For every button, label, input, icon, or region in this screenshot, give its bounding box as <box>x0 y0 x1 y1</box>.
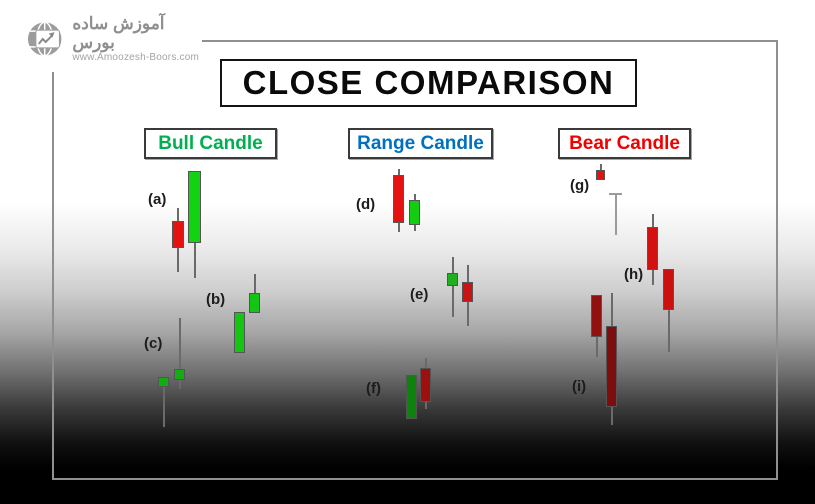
section-label-bull-text: Bull Candle <box>158 132 263 154</box>
candle-body-i-right <box>606 326 617 407</box>
candle-body-e-right <box>462 282 473 302</box>
candle-body-b-right <box>249 293 260 313</box>
content-frame <box>52 40 778 480</box>
candle-body-i-left <box>591 295 602 337</box>
section-label-range: Range Candle <box>348 128 493 159</box>
section-label-bull: Bull Candle <box>144 128 277 159</box>
candle-body-f-right <box>420 368 431 402</box>
logo: آموزش ساده بورس www.Amoozesh-Boors.com <box>0 0 202 72</box>
candle-body-g <box>596 170 605 180</box>
section-label-bear-text: Bear Candle <box>569 132 680 154</box>
doji-open-close-bar <box>609 193 622 195</box>
candle-body-h-left <box>647 227 658 270</box>
candle-wick-c-left <box>162 377 165 427</box>
title-box: CLOSE COMPARISON <box>220 59 637 107</box>
logo-brand-text: آموزش ساده بورس <box>72 13 165 52</box>
candle-body-a-left <box>172 221 184 248</box>
candle-body-c-left <box>158 377 169 387</box>
pair-label-a: (a) <box>148 191 167 208</box>
candle-wick-h-right <box>667 269 670 352</box>
candle-body-f-left <box>406 375 417 419</box>
section-label-range-text: Range Candle <box>357 132 484 154</box>
candle-body-e-left <box>447 273 458 286</box>
section-label-bear: Bear Candle <box>558 128 691 159</box>
pair-label-e: (e) <box>410 286 429 303</box>
pair-label-c: (c) <box>144 335 163 352</box>
candle-body-d-left <box>393 175 404 223</box>
candle-body-h-right <box>663 269 674 310</box>
logo-text: آموزش ساده بورس www.Amoozesh-Boors.com <box>72 13 202 64</box>
logo-url: www.Amoozesh-Boors.com <box>72 52 199 64</box>
pair-label-d: (d) <box>356 196 376 213</box>
pair-label-b: (b) <box>206 291 226 308</box>
candle-body-c-right <box>174 369 185 380</box>
pair-label-g: (g) <box>570 177 590 194</box>
page-title: CLOSE COMPARISON <box>242 64 615 101</box>
pair-label-i: (i) <box>572 378 587 395</box>
pair-label-h: (h) <box>624 266 644 283</box>
globe-chart-icon <box>28 21 62 57</box>
candle-body-a-right <box>188 171 201 243</box>
candle-body-b-left <box>234 312 245 353</box>
candle-wick-c-right <box>178 318 181 389</box>
candle-wick-e-left <box>451 257 454 317</box>
doji-lower-wick <box>614 195 617 235</box>
pair-label-f: (f) <box>366 380 381 397</box>
candle-body-d-right <box>409 200 420 225</box>
